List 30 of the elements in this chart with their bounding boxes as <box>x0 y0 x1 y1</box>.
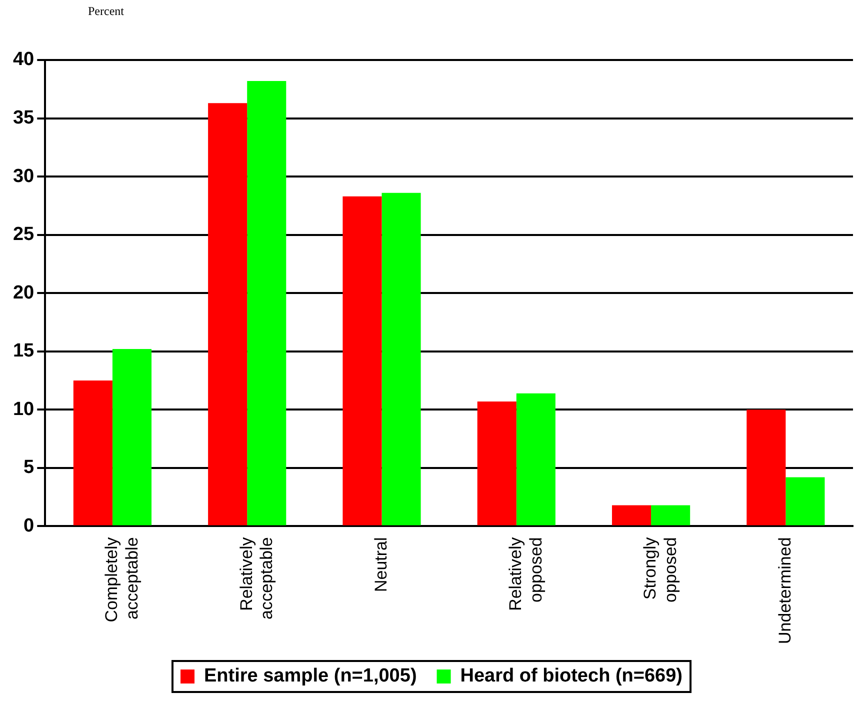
bar <box>786 477 825 526</box>
legend-label: Heard of biotech (n=669) <box>460 666 683 687</box>
y-axis-title: Percent <box>88 4 124 19</box>
y-tick-label: 25 <box>12 224 35 246</box>
x-tick-label: Neutral <box>371 537 390 592</box>
y-tick-label: 20 <box>12 282 34 304</box>
y-tick-label: 5 <box>24 457 35 478</box>
x-tick-label: Relatively opposed <box>506 536 546 611</box>
x-tick-label: Completely acceptable <box>102 536 142 622</box>
bar <box>612 505 652 526</box>
x-tick-label: Strongly opposed <box>640 536 680 602</box>
y-tick-label: 30 <box>12 166 34 187</box>
bar <box>382 192 421 526</box>
x-tick-label: Undetermined <box>775 537 794 644</box>
bar <box>477 402 516 526</box>
y-tick-label: 35 <box>12 108 35 129</box>
bar <box>516 393 556 526</box>
bar <box>73 380 112 526</box>
bar <box>342 196 382 526</box>
bar <box>651 505 690 526</box>
bar <box>208 103 248 526</box>
y-tick-label: 40 <box>12 49 34 70</box>
x-tick-label: Relatively acceptable <box>236 536 276 620</box>
y-tick-label: 15 <box>12 340 35 362</box>
bar <box>112 349 152 526</box>
bar <box>746 410 786 526</box>
bar <box>247 80 286 526</box>
y-tick-label: 10 <box>12 398 34 420</box>
y-tick-label: 0 <box>24 515 34 536</box>
legend-label: Entire sample (n=1,005) <box>204 666 417 687</box>
